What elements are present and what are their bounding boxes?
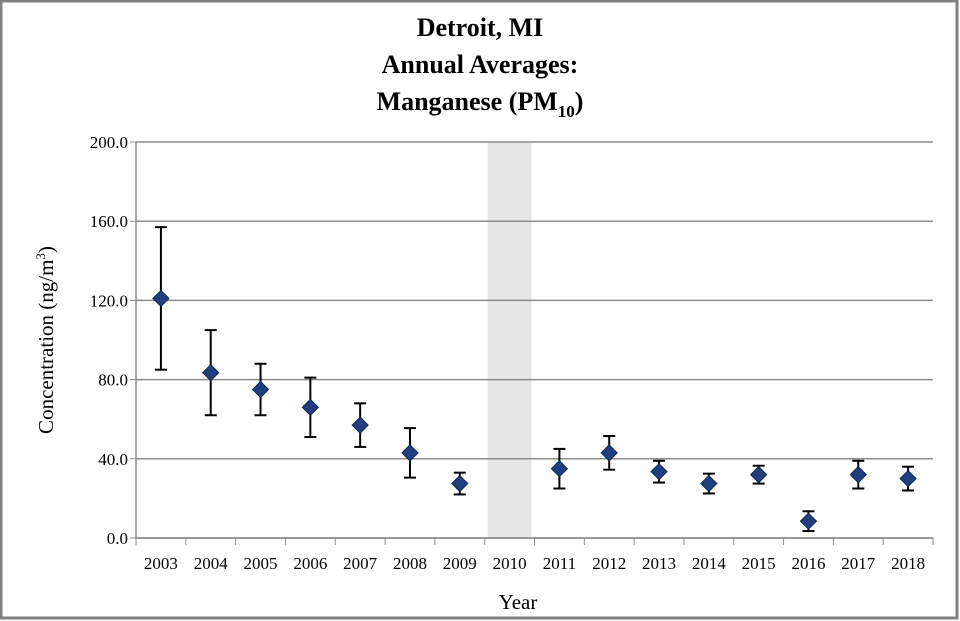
- marker: [799, 512, 818, 530]
- x-tick-label: 2003: [144, 554, 178, 573]
- y-axis-label: Concentration (ng/m3): [33, 246, 58, 434]
- marker: [550, 459, 569, 478]
- x-tick-label: 2005: [244, 554, 278, 573]
- shaded-band: [487, 142, 532, 538]
- x-tick-label: 2011: [543, 554, 576, 573]
- marker: [749, 465, 768, 484]
- x-tick-label: 2012: [592, 554, 626, 573]
- marker: [849, 465, 867, 484]
- title-line: Annual Averages:: [382, 50, 579, 79]
- marker: [152, 289, 170, 308]
- y-label-text: Concentration (ng/m: [34, 260, 58, 434]
- y-tick-label: 200.0: [90, 133, 128, 152]
- marker: [650, 462, 668, 481]
- chart-title: Detroit, MI: [417, 13, 544, 42]
- chart-title: Annual Averages:: [382, 50, 579, 79]
- x-tick-label: 2016: [791, 554, 825, 573]
- x-axis-label: Year: [499, 590, 538, 614]
- x-tick-label: 2008: [393, 554, 427, 573]
- y-tick-label: 0.0: [107, 529, 128, 548]
- x-tick-label: 2004: [194, 554, 229, 573]
- x-tick-label: 2010: [493, 554, 527, 573]
- chart-title: Manganese (PM10): [377, 87, 584, 121]
- title-line: ): [575, 87, 584, 116]
- x-tick-label: 2017: [841, 554, 876, 573]
- x-tick-label: 2018: [891, 554, 925, 573]
- marker: [600, 444, 618, 462]
- x-tick-label: 2015: [742, 554, 776, 573]
- y-tick-label: 120.0: [90, 291, 128, 310]
- marker: [899, 469, 917, 488]
- x-tick-label: 2006: [293, 554, 327, 573]
- x-tick-label: 2007: [343, 554, 378, 573]
- marker: [202, 363, 220, 382]
- x-tick-label: 2014: [692, 554, 727, 573]
- marker: [351, 416, 369, 434]
- marker: [700, 474, 718, 493]
- marker: [301, 398, 320, 417]
- x-tick-label: 2013: [642, 554, 676, 573]
- marker: [251, 380, 270, 399]
- y-label-text: ): [34, 246, 58, 253]
- marker: [401, 444, 419, 462]
- y-tick-label: 80.0: [98, 371, 128, 390]
- title-line: Manganese (PM: [377, 87, 558, 116]
- marker: [451, 474, 469, 493]
- y-label-superscript: 3: [33, 253, 48, 260]
- x-tick-label: 2009: [443, 554, 477, 573]
- title-line: Detroit, MI: [417, 13, 544, 42]
- y-tick-label: 40.0: [98, 450, 128, 469]
- y-tick-label: 160.0: [90, 212, 128, 231]
- title-subscript: 10: [558, 102, 575, 121]
